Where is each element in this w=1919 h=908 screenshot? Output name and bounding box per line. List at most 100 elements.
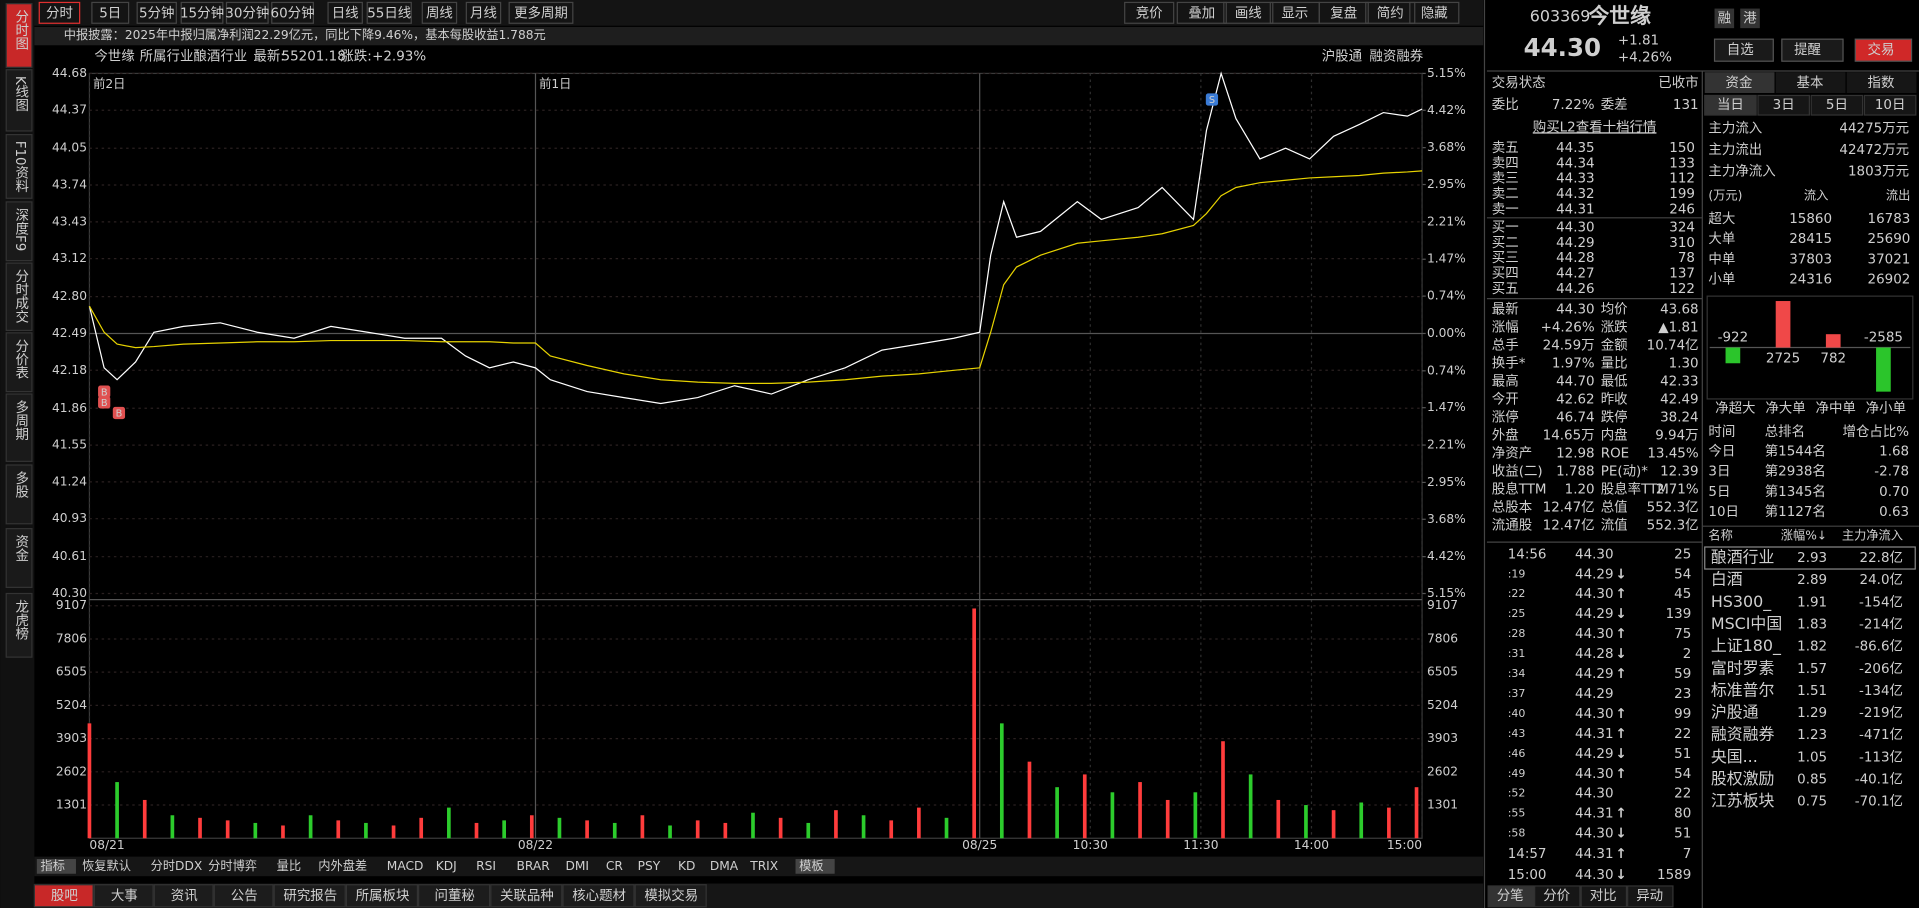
tool-button[interactable]: [1365, 1, 1416, 24]
indicator-tab[interactable]: RSI: [476, 859, 496, 873]
indicator-tab[interactable]: KDJ: [436, 859, 457, 873]
indicator-tab[interactable]: 模板: [799, 859, 823, 873]
sector-name[interactable]: 标准普尔: [1711, 680, 1775, 699]
tool-button[interactable]: [1176, 1, 1227, 24]
news-bg: [34, 26, 1484, 46]
period-button[interactable]: [91, 1, 130, 24]
flow-period[interactable]: [1863, 94, 1917, 116]
side-tab[interactable]: [5, 133, 33, 199]
indicator-tab[interactable]: 恢复默认: [82, 858, 131, 873]
period-button[interactable]: [327, 1, 363, 24]
side-tab[interactable]: [5, 3, 33, 68]
indicator-tab[interactable]: BRAR: [517, 859, 551, 873]
volume-bar: [1055, 787, 1059, 839]
info-link[interactable]: 沪股通: [1322, 48, 1363, 64]
bottom-tab[interactable]: [213, 884, 274, 908]
period-button[interactable]: [180, 1, 224, 24]
bottom-tab[interactable]: [418, 884, 491, 908]
trade-tab[interactable]: [1534, 885, 1581, 908]
period-label: 30分钟: [225, 4, 269, 21]
sector-name[interactable]: 融资融券: [1711, 725, 1775, 744]
sector-name[interactable]: 上证180_: [1711, 636, 1782, 656]
l2-link[interactable]: 购买L2查看十档行情: [1533, 119, 1657, 135]
quote-button[interactable]: [1781, 38, 1844, 62]
tool-button[interactable]: [1124, 1, 1175, 24]
flow-period[interactable]: [1704, 94, 1757, 116]
side-tab[interactable]: [5, 528, 33, 588]
sector-flow: -70.1亿: [1855, 794, 1903, 810]
trade-tab-label: 异动: [1636, 888, 1663, 904]
period-button[interactable]: [508, 1, 574, 24]
indicator-tab[interactable]: KD: [678, 859, 695, 873]
trade-tab[interactable]: [1627, 885, 1674, 908]
sector-name[interactable]: 富时罗素: [1711, 658, 1775, 677]
sector-name[interactable]: 股权激励: [1711, 769, 1775, 788]
sector-name[interactable]: HS300_: [1711, 592, 1772, 612]
tool-button[interactable]: [1409, 1, 1460, 24]
flow-tab[interactable]: [1846, 72, 1917, 94]
side-tab[interactable]: [5, 592, 33, 658]
bottom-tab[interactable]: [490, 884, 563, 908]
side-tab[interactable]: [5, 393, 33, 462]
indicator-tab[interactable]: DMA: [710, 859, 739, 873]
book-label: 卖一: [1492, 201, 1519, 217]
indicator-tab[interactable]: CR: [606, 859, 624, 873]
rank-value: 第1345名: [1765, 483, 1826, 500]
side-tab[interactable]: [5, 69, 33, 132]
period-button[interactable]: [271, 1, 314, 24]
sector-flow: 24.0亿: [1860, 572, 1903, 588]
indicator-tab[interactable]: DMI: [565, 859, 589, 873]
indicator-tab[interactable]: 分时博弈: [208, 858, 257, 873]
bottom-tab[interactable]: [273, 884, 346, 908]
info-link[interactable]: 融资融券: [1369, 48, 1423, 64]
period-button[interactable]: [421, 1, 458, 24]
side-tab[interactable]: [5, 262, 33, 332]
indicator-tab[interactable]: 指标: [40, 858, 64, 873]
bottom-tab[interactable]: [634, 884, 707, 908]
indicator-tab[interactable]: 分时DDX: [151, 859, 203, 873]
tool-label: 画线: [1235, 5, 1262, 21]
period-button[interactable]: [136, 1, 177, 24]
sector-name[interactable]: 沪股通: [1711, 703, 1759, 722]
trade-tab[interactable]: [1580, 885, 1628, 908]
indicator-tab[interactable]: PSY: [638, 859, 661, 873]
trade-price: 44.31: [1575, 847, 1614, 862]
book-volume: 310: [1669, 236, 1695, 251]
bottom-tab[interactable]: [345, 884, 419, 908]
period-button[interactable]: [465, 1, 502, 24]
tool-button[interactable]: [1223, 1, 1274, 24]
side-tab[interactable]: [5, 332, 33, 393]
tool-button[interactable]: [1318, 1, 1369, 24]
flow-period[interactable]: [1757, 94, 1810, 116]
indicator-tab[interactable]: MACD: [387, 859, 424, 873]
quote-button[interactable]: [1854, 38, 1913, 62]
sector-name[interactable]: 白酒: [1711, 570, 1743, 589]
flow-tab-label: 资金: [1726, 75, 1753, 91]
period-button[interactable]: [366, 1, 412, 24]
bottom-tab[interactable]: [562, 884, 635, 908]
period-button[interactable]: [225, 1, 269, 24]
stat-label: 外盘: [1492, 427, 1519, 444]
tag: [1740, 8, 1760, 29]
bottom-tab[interactable]: [153, 884, 214, 908]
period-button[interactable]: [38, 1, 81, 24]
quote-button[interactable]: [1713, 38, 1774, 62]
indicator-tab[interactable]: 量比: [277, 859, 301, 873]
label: 委差: [1601, 97, 1628, 113]
sector-name[interactable]: 酿酒行业: [1711, 548, 1775, 567]
side-tab[interactable]: [5, 464, 33, 525]
sector-name[interactable]: 央国...: [1711, 747, 1758, 766]
bottom-tab[interactable]: [93, 884, 154, 908]
flow-period[interactable]: [1810, 94, 1864, 116]
side-tab[interactable]: [5, 201, 33, 262]
volume-bar: [1248, 774, 1253, 839]
sector-name[interactable]: 江苏板块: [1711, 791, 1775, 810]
indicator-tab[interactable]: TRIX: [749, 859, 778, 873]
flow-tab[interactable]: [1704, 72, 1775, 94]
trade-volume: 22: [1674, 787, 1691, 802]
trade-tab[interactable]: [1487, 885, 1535, 908]
flow-tab[interactable]: [1775, 72, 1846, 94]
sector-name[interactable]: MSCI中国: [1711, 614, 1782, 633]
indicator-tab[interactable]: 内外盘差: [318, 858, 367, 873]
bottom-tab[interactable]: [33, 884, 94, 908]
